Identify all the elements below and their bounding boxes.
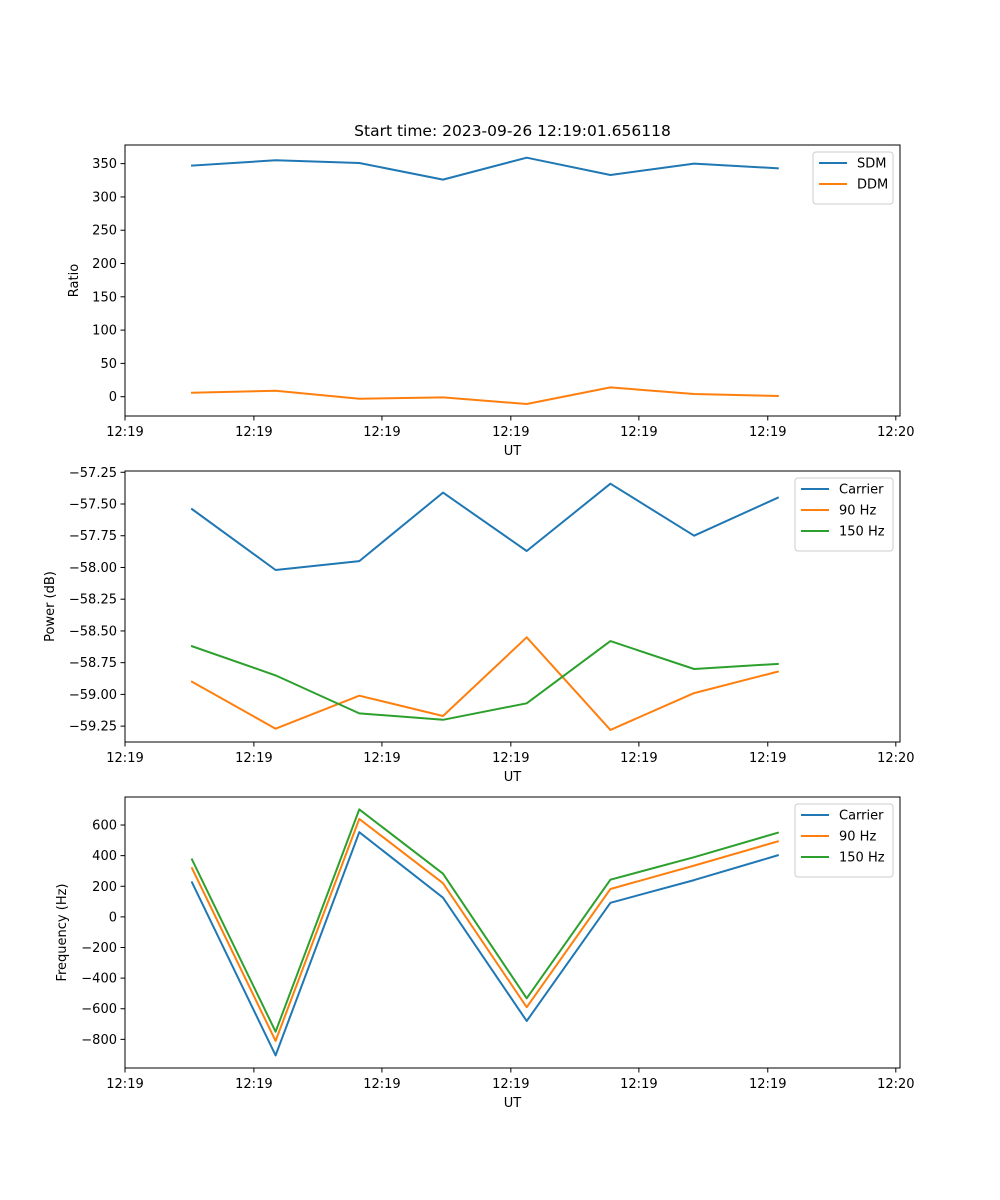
y-tick-label: −400 <box>81 972 117 987</box>
y-tick-label: −57.75 <box>69 529 117 544</box>
plot-frame <box>124 796 901 1069</box>
legend-label: 90 Hz <box>839 504 876 519</box>
series-line-carrier <box>190 482 780 571</box>
x-tick-label: 12:19 <box>749 751 786 766</box>
y-tick-label: −57.25 <box>69 466 117 481</box>
x-axis-label: UT <box>504 444 522 459</box>
x-tick-label: 12:19 <box>235 751 272 766</box>
y-tick-label: 350 <box>92 157 117 172</box>
y-tick-label: −800 <box>81 1033 117 1048</box>
x-tick-label: 12:19 <box>620 751 657 766</box>
x-tick-label: 12:19 <box>492 751 529 766</box>
y-tick-label: 50 <box>100 357 117 372</box>
x-tick-label: 12:20 <box>877 425 914 440</box>
legend: SDM DDM <box>812 151 894 205</box>
x-tick-label: 12:19 <box>363 425 400 440</box>
y-tick-label: 0 <box>109 390 117 405</box>
y-tick-label: 0 <box>109 910 117 925</box>
series-line-sdm <box>190 156 779 181</box>
legend-label: Carrier <box>839 483 884 498</box>
y-tick-label: 100 <box>92 324 117 339</box>
legend-label: 150 Hz <box>839 851 885 866</box>
x-tick-label: 12:19 <box>749 1077 786 1092</box>
legend-label: DDM <box>857 178 888 193</box>
plot-frame <box>124 144 901 417</box>
x-axis-label: UT <box>504 770 522 785</box>
x-tick-label: 12:19 <box>363 1077 400 1092</box>
y-tick-label: −59.00 <box>69 688 117 703</box>
y-tick-label: −58.00 <box>69 561 117 576</box>
x-tick-label: 12:19 <box>106 425 143 440</box>
legend-label: 90 Hz <box>839 830 876 845</box>
y-axis-label: Power (dB) <box>43 571 58 642</box>
y-tick-label: 250 <box>92 224 117 239</box>
y-tick-label: −58.25 <box>69 593 117 608</box>
legend-label: Carrier <box>839 809 884 824</box>
series-line-ddm <box>190 386 779 405</box>
y-tick-label: 200 <box>92 257 117 272</box>
y-tick-label: −600 <box>81 1002 117 1017</box>
legend-box <box>794 477 894 552</box>
x-tick-label: 12:19 <box>106 1077 143 1092</box>
x-axis-label: UT <box>504 1096 522 1111</box>
panel-1: 12:19 12:19 12:19 12:19 12:19 12:19 12:20 0 50 10… <box>67 144 915 459</box>
legend: Carrier 90 Hz 150 Hz <box>794 477 894 552</box>
y-tick-label: −59.25 <box>69 720 117 735</box>
x-tick-label: 12:19 <box>620 425 657 440</box>
y-tick-label: 200 <box>92 880 117 895</box>
x-tick-label: 12:19 <box>620 1077 657 1092</box>
y-tick-label: 150 <box>92 290 117 305</box>
series-line-150-hz <box>190 640 779 721</box>
panel-3: 12:19 12:19 12:19 12:19 12:19 12:19 12:20 −800 −… <box>55 796 915 1111</box>
y-tick-label: −200 <box>81 941 117 956</box>
y-tick-label: −58.50 <box>69 624 117 639</box>
x-tick-label: 12:20 <box>877 1077 914 1092</box>
x-tick-label: 12:19 <box>235 1077 272 1092</box>
y-axis-label: Frequency (Hz) <box>55 883 70 981</box>
plot-frame <box>124 470 901 743</box>
x-tick-label: 12:19 <box>492 1077 529 1092</box>
legend: Carrier 90 Hz 150 Hz <box>794 803 894 878</box>
panel-2: 12:19 12:19 12:19 12:19 12:19 12:19 12:20 −57.2… <box>43 466 915 785</box>
y-tick-label: 300 <box>92 190 117 205</box>
y-tick-label: −58.75 <box>69 656 117 671</box>
x-tick-label: 12:19 <box>749 425 786 440</box>
y-axis-label: Ratio <box>67 264 82 297</box>
series-line-90-hz <box>190 817 780 1042</box>
y-tick-label: 400 <box>92 849 117 864</box>
legend-label: SDM <box>857 157 886 172</box>
x-tick-label: 12:20 <box>877 751 914 766</box>
x-tick-label: 12:19 <box>235 425 272 440</box>
y-tick-label: 600 <box>92 819 117 834</box>
x-tick-label: 12:19 <box>363 751 400 766</box>
series-line-90-hz <box>190 636 780 731</box>
y-tick-label: −57.50 <box>69 498 117 513</box>
legend-box <box>812 151 894 205</box>
series-line-150-hz <box>190 808 780 1033</box>
x-tick-label: 12:19 <box>106 751 143 766</box>
legend-box <box>794 803 894 878</box>
chart-title: Start time: 2023-09-26 12:19:01.656118 <box>354 122 671 140</box>
panels: 12:19 12:19 12:19 12:19 12:19 12:19 12:20 0 50 10… <box>43 144 915 1111</box>
x-tick-label: 12:19 <box>492 425 529 440</box>
series-line-carrier <box>190 831 780 1057</box>
legend-label: 150 Hz <box>839 525 885 540</box>
